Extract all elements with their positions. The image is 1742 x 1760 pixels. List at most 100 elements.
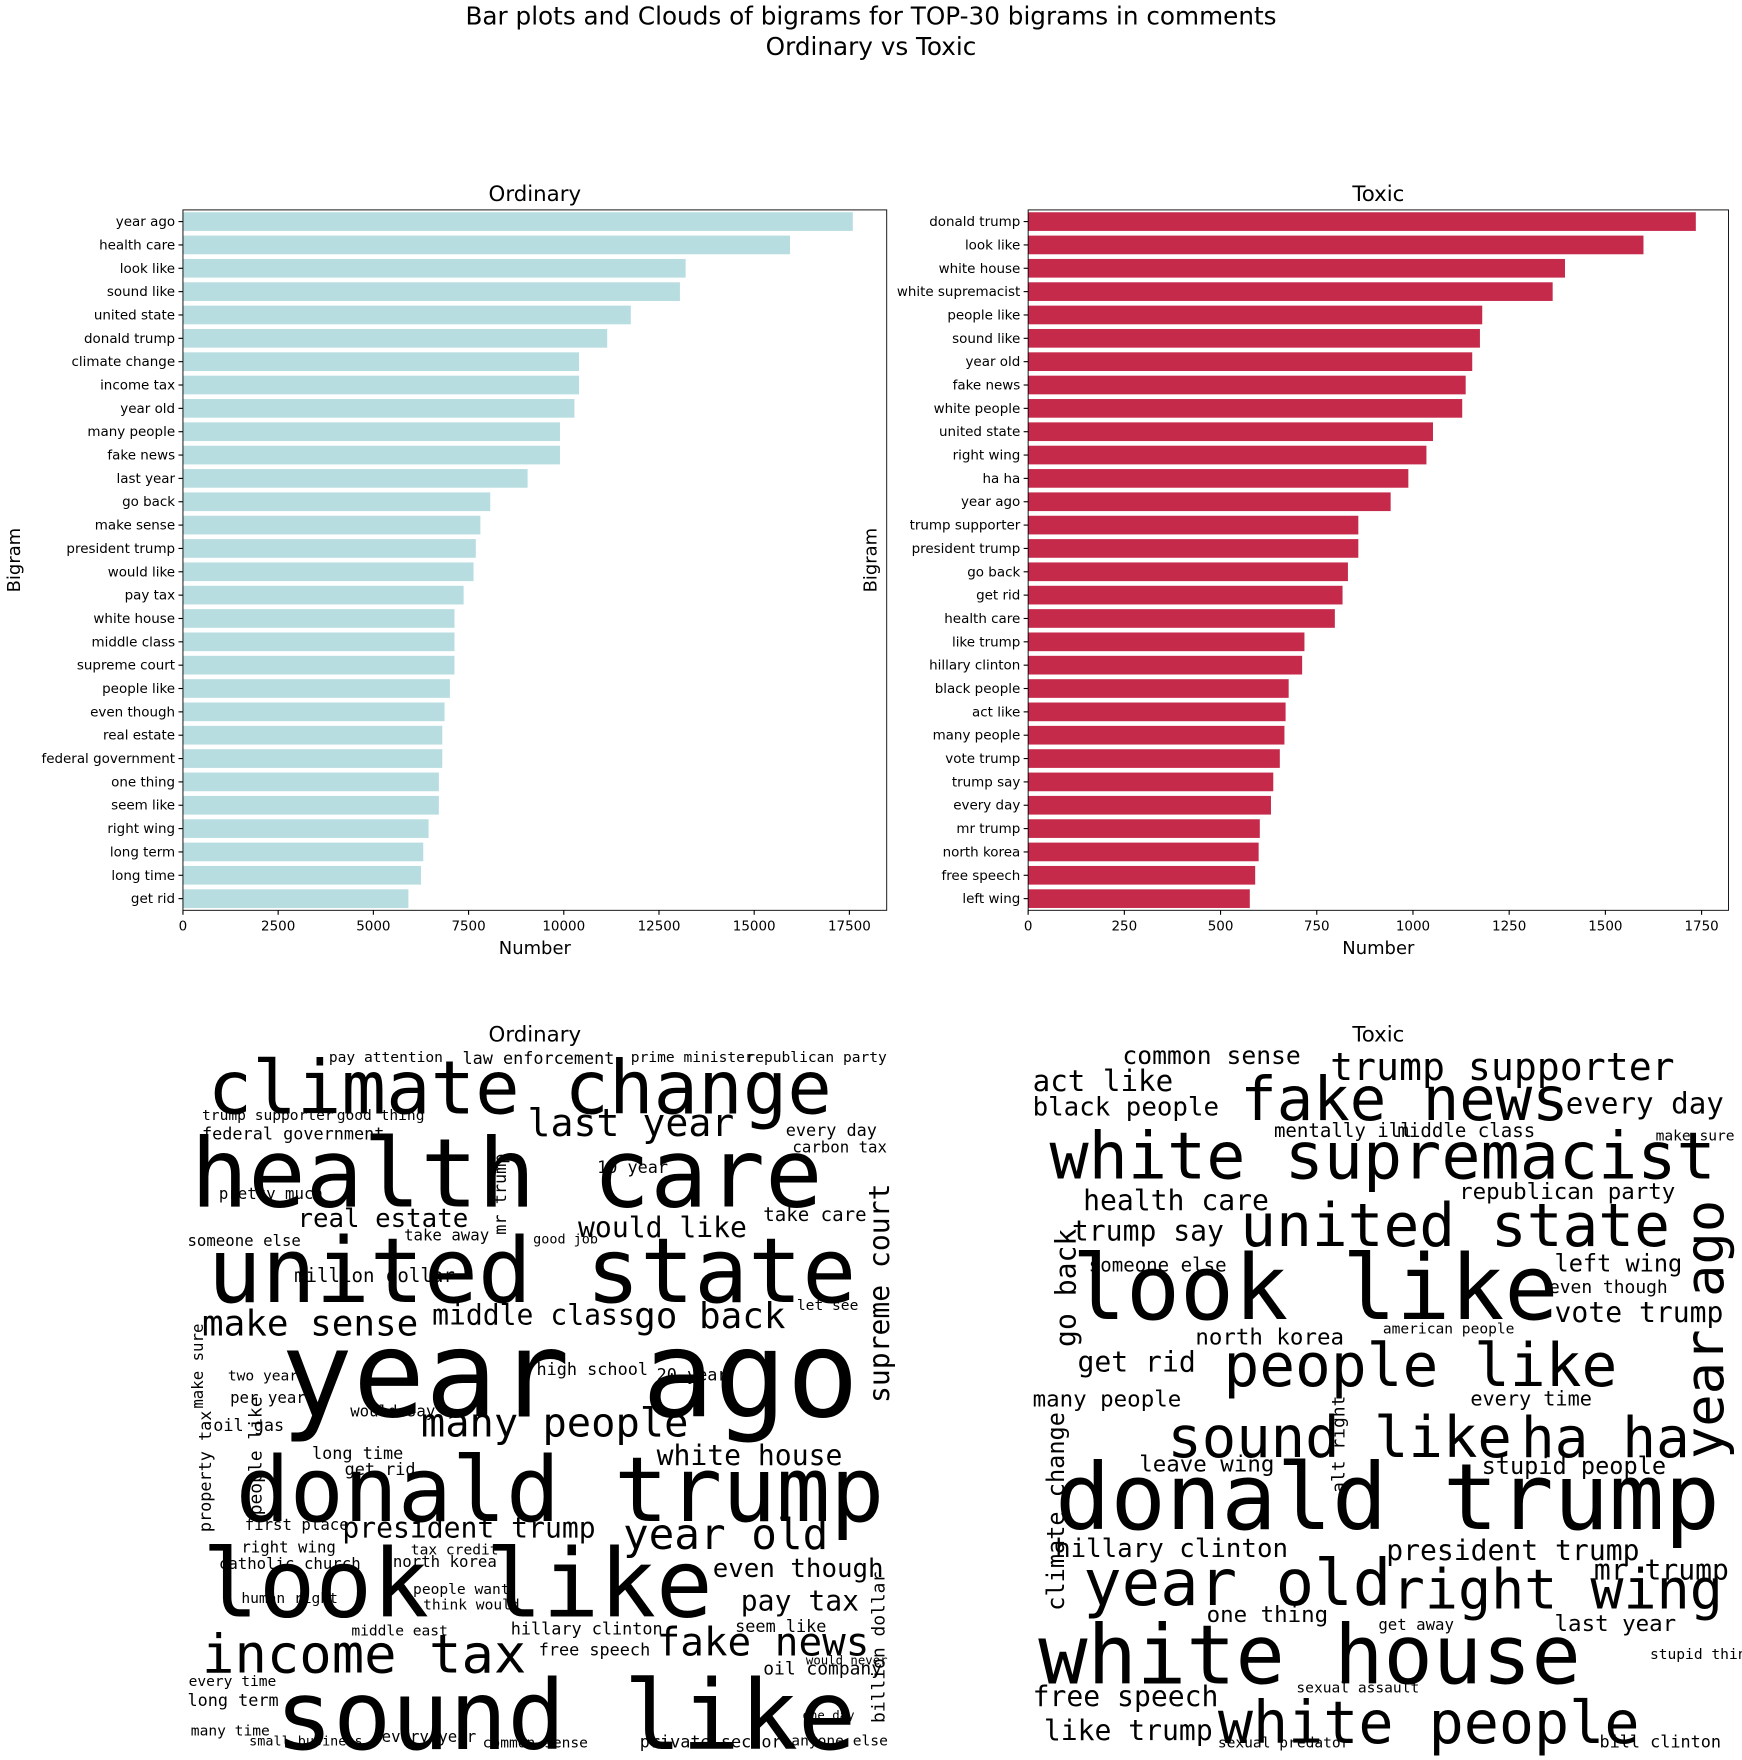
figure-title: Ordinary vs Toxic	[766, 32, 977, 61]
bar	[1028, 842, 1259, 862]
cloud-word: american people	[1383, 1320, 1515, 1337]
bar	[182, 702, 445, 722]
y-tick-label: sound like	[952, 332, 1020, 347]
bar	[1028, 235, 1644, 255]
x-axis-label: Number	[1342, 938, 1415, 959]
bar	[182, 772, 439, 792]
y-tick-label: year old	[965, 355, 1020, 370]
cloud-word: sound like	[275, 1659, 856, 1760]
x-tick-label: 15000	[733, 920, 776, 935]
cloud-word: every year	[382, 1727, 477, 1746]
y-tick-label: one thing	[111, 775, 175, 790]
cloud-word: one day	[803, 1709, 855, 1723]
cloud-word: would say	[350, 1402, 435, 1421]
cloud-word: common sense	[1122, 1041, 1300, 1070]
y-tick-label: go back	[122, 495, 175, 510]
cloud-word: sound like	[1167, 1405, 1512, 1471]
cloud-word: sexual predator	[1218, 1735, 1350, 1752]
y-tick-label: real estate	[103, 729, 175, 744]
cloud-word: middle class	[432, 1298, 635, 1331]
cloud-word: white house	[1038, 1609, 1581, 1704]
cloud-word: black people	[1033, 1093, 1219, 1123]
cloud-word: trump supporter	[202, 1107, 334, 1124]
cloud-word: one thing	[1207, 1602, 1329, 1628]
bar	[1028, 609, 1335, 628]
bar	[1028, 679, 1289, 698]
y-tick-label: health care	[944, 612, 1020, 627]
y-tick-label: act like	[972, 705, 1020, 720]
y-tick-label: look like	[120, 262, 175, 277]
cloud-word: ha ha	[1521, 1406, 1690, 1471]
bar	[1028, 469, 1409, 488]
cloud-word: right wing	[1392, 1557, 1723, 1621]
bar	[1028, 725, 1285, 745]
y-axis-label: Bigram	[4, 528, 25, 593]
bar	[182, 865, 421, 885]
cloud-word: many people	[421, 1399, 688, 1447]
cloud-word: health care	[191, 1119, 823, 1230]
x-tick-label: 0	[179, 920, 188, 935]
y-tick-label: left wing	[962, 892, 1020, 907]
y-tick-label: get rid	[976, 589, 1020, 604]
y-tick-label: people like	[102, 682, 175, 697]
cloud-word: last year	[528, 1101, 735, 1145]
cloud-word: good thing	[337, 1107, 425, 1124]
cloud-word: would never	[806, 1654, 888, 1668]
cloud-word: million dollar	[294, 1265, 455, 1287]
bar	[182, 445, 560, 465]
y-tick-label: white house	[939, 262, 1021, 277]
cloud-word: fake news	[657, 1621, 870, 1666]
cloud-word: every day	[1566, 1086, 1724, 1120]
x-tick-label: 0	[1024, 920, 1033, 935]
y-tick-label: get rid	[131, 892, 175, 907]
x-tick-label: 12500	[638, 920, 681, 935]
cloud-word: every time	[189, 1673, 277, 1690]
cloud-word: per year	[230, 1388, 306, 1407]
cloud-word: go back	[1049, 1229, 1082, 1347]
y-tick-label: year old	[120, 402, 175, 417]
cloud-word: president trump	[342, 1512, 595, 1545]
cloud-word: tax credit	[411, 1542, 499, 1559]
bar	[182, 562, 474, 582]
y-tick-label: united state	[94, 308, 175, 323]
cloud-word: right wing	[241, 1537, 336, 1556]
y-tick-label: right wing	[107, 822, 175, 837]
cloud-word: look like	[1072, 1237, 1558, 1341]
y-tick-label: climate change	[72, 355, 176, 370]
cloud-word: year ago	[281, 1307, 859, 1446]
bar	[182, 212, 853, 231]
bar	[1028, 585, 1343, 605]
bar	[1028, 282, 1553, 301]
bar	[1028, 655, 1303, 675]
cloud-word: property tax	[195, 1411, 215, 1533]
y-tick-label: fake news	[107, 449, 175, 464]
y-tick-label: many people	[87, 425, 175, 440]
y-tick-label: many people	[933, 729, 1021, 744]
cloud-word: stupid thing	[1650, 1646, 1742, 1663]
cloud-word: leave wing	[1139, 1452, 1274, 1478]
x-tick-label: 2500	[261, 920, 295, 935]
cloud-word: president trump	[1386, 1534, 1639, 1567]
cloud-word: get rid	[1078, 1346, 1196, 1379]
bar	[1028, 889, 1250, 908]
cloud-word: pay attention	[329, 1049, 443, 1066]
cloud-word: get away	[1378, 1615, 1454, 1634]
x-axis-label: Number	[499, 938, 572, 959]
y-tick-label: long term	[110, 845, 175, 860]
cloud-word: private sector	[640, 1732, 782, 1752]
cloud-word: fake news	[1240, 1065, 1568, 1135]
bar	[182, 282, 680, 301]
cloud-word: go back	[634, 1296, 786, 1337]
cloud-word: donald trump	[236, 1439, 885, 1543]
cloud-word: oil gas	[213, 1415, 284, 1435]
figure-title: Bar plots and Clouds of bigrams for TOP-…	[465, 2, 1276, 31]
x-tick-label: 1500	[1588, 920, 1622, 935]
cloud-word: take care	[763, 1204, 866, 1226]
cloud-word: hillary clinton	[511, 1618, 663, 1638]
axes-frame	[182, 209, 888, 911]
cloud-word: carbon tax	[792, 1138, 887, 1157]
cloud-word: make sure	[1656, 1127, 1735, 1144]
y-tick-label: year ago	[961, 495, 1020, 510]
cloud-word: pretty much	[219, 1184, 323, 1203]
